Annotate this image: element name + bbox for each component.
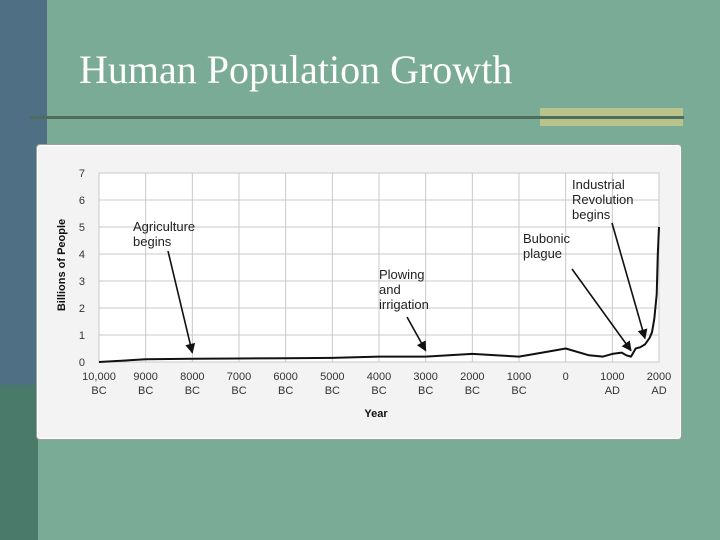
x-tick-label-era: BC bbox=[371, 385, 386, 397]
x-tick-label-era: AD bbox=[605, 385, 620, 397]
y-tick-label: 2 bbox=[79, 303, 85, 315]
annotation-arrow bbox=[167, 250, 196, 354]
title-rule bbox=[30, 116, 684, 119]
x-tick-label-era: BC bbox=[185, 385, 200, 397]
y-tick-label: 3 bbox=[79, 276, 85, 288]
annotation-label-line: begins bbox=[133, 234, 172, 249]
annotation-label-line: Plowing bbox=[379, 267, 425, 282]
x-tick-label: 5000 bbox=[320, 371, 344, 383]
x-tick-label-era: AD bbox=[651, 385, 666, 397]
annotation-label-line: begins bbox=[572, 207, 611, 222]
x-tick-label-era: BC bbox=[325, 385, 340, 397]
x-tick-label: 9000 bbox=[133, 371, 157, 383]
y-axis-title: Billions of People bbox=[56, 219, 68, 311]
x-tick-label-era: BC bbox=[138, 385, 153, 397]
annotation-arrow bbox=[571, 268, 632, 352]
x-tick-label-era: BC bbox=[465, 385, 480, 397]
y-tick-label: 0 bbox=[79, 357, 85, 369]
x-tick-label: 0 bbox=[563, 371, 569, 383]
annotation-label-line: Revolution bbox=[572, 192, 633, 207]
x-tick-label-era: BC bbox=[231, 385, 246, 397]
x-tick-label: 1000 bbox=[600, 371, 624, 383]
y-tick-label: 7 bbox=[79, 168, 85, 180]
annotation-label: Industrial Revolution begins bbox=[572, 177, 633, 222]
x-tick-label: 7000 bbox=[227, 371, 251, 383]
annotation-label: Agriculture begins bbox=[133, 219, 195, 249]
slide-title: Human Population Growth bbox=[79, 47, 513, 92]
annotation-label-line: irrigation bbox=[379, 297, 429, 312]
annotation-label-line: Industrial bbox=[572, 177, 625, 192]
x-tick-label: 6000 bbox=[273, 371, 297, 383]
x-tick-label: 4000 bbox=[367, 371, 391, 383]
x-tick-label-era: BC bbox=[91, 385, 106, 397]
x-tick-label: 10,000 bbox=[82, 371, 116, 383]
annotation-label: Bubonic plague bbox=[523, 231, 570, 261]
x-tick-label-era: BC bbox=[511, 385, 526, 397]
x-tick-label: 8000 bbox=[180, 371, 204, 383]
annotation-label-line: Agriculture bbox=[133, 219, 195, 234]
population-line bbox=[98, 226, 660, 363]
y-tick-label: 5 bbox=[79, 222, 85, 234]
annotation-arrow bbox=[406, 316, 427, 352]
x-tick-label: 3000 bbox=[413, 371, 437, 383]
x-tick-label-era: BC bbox=[278, 385, 293, 397]
population-chart: 0 1 2 3 4 5 6 7 10,000 BC 9000 BC 8000 BC 7000 BC 6000 BC… bbox=[56, 168, 671, 420]
x-tick-label: 2000 bbox=[647, 371, 671, 383]
annotation-label-line: Bubonic bbox=[523, 231, 570, 246]
annotation-arrow bbox=[611, 222, 648, 340]
y-tick-label: 1 bbox=[79, 330, 85, 342]
y-tick-label: 4 bbox=[79, 249, 85, 261]
x-tick-label-era: BC bbox=[418, 385, 433, 397]
left-accent-bar-lower bbox=[0, 385, 38, 540]
chart-frame: 0 1 2 3 4 5 6 7 10,000 BC 9000 BC 8000 BC 7000 BC 6000 BC… bbox=[36, 144, 682, 440]
annotation-label: Plowing and irrigation bbox=[379, 267, 429, 312]
x-tick-label: 2000 bbox=[460, 371, 484, 383]
x-tick-label: 1000 bbox=[507, 371, 531, 383]
annotation-label-line: and bbox=[379, 282, 401, 297]
y-tick-label: 6 bbox=[79, 195, 85, 207]
annotation-label-line: plague bbox=[523, 246, 562, 261]
x-axis-title: Year bbox=[364, 408, 388, 420]
